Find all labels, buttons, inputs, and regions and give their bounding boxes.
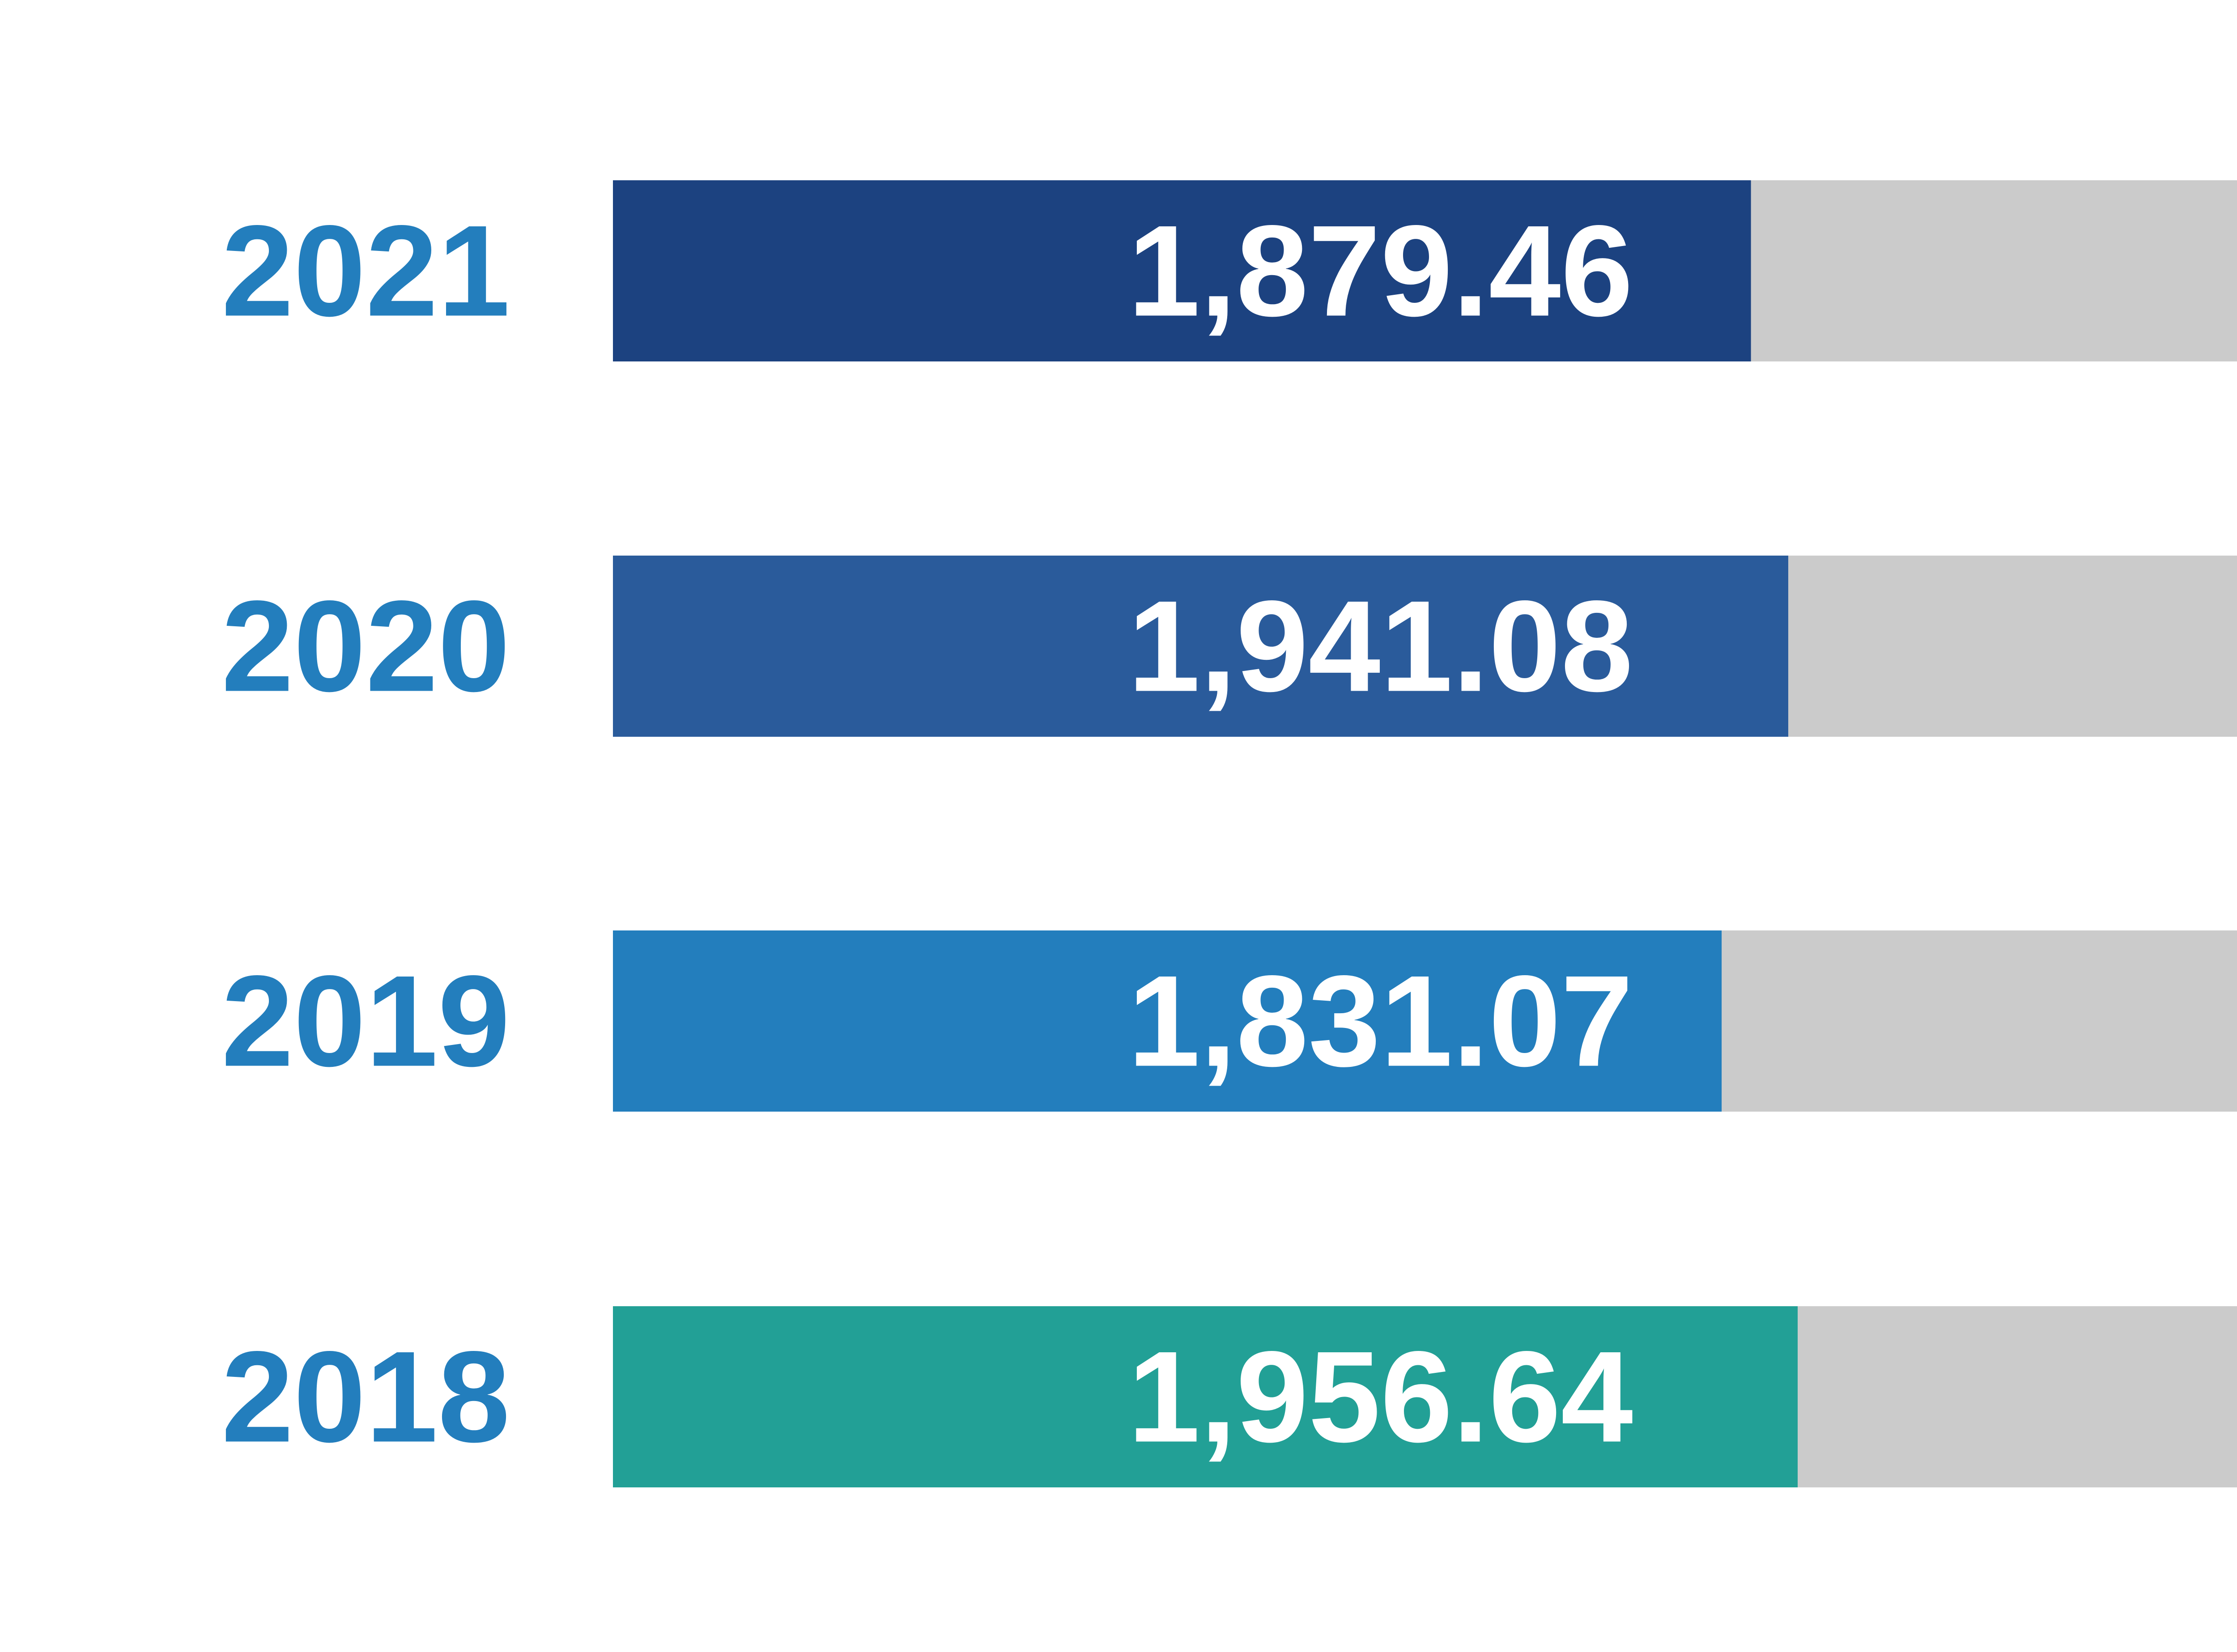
category-label-2021: 2021 — [221, 199, 510, 344]
category-label-2020: 2020 — [221, 574, 510, 719]
value-label-2021: 1,879.46 — [1128, 199, 1633, 344]
bar-2021 — [613, 180, 1751, 361]
bar-2018 — [613, 1306, 1798, 1487]
category-label-2019: 2019 — [221, 949, 510, 1094]
bar-2019 — [613, 930, 1722, 1112]
value-label-2019: 1,831.07 — [1128, 949, 1633, 1094]
bar-2020 — [613, 556, 1788, 737]
value-label-2018: 1,956.64 — [1128, 1325, 1634, 1469]
category-label-2018: 2018 — [221, 1325, 510, 1469]
chart-rows: 2021 1,879.46 2020 1,941.08 2019 1,831.07 2018… — [221, 180, 2237, 1487]
value-label-2020: 1,941.08 — [1128, 574, 1633, 719]
